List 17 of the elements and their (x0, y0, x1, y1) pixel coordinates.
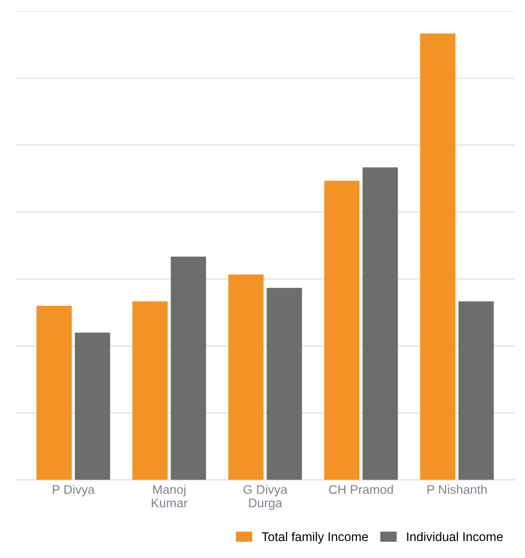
bar (420, 33, 456, 480)
legend-label: Total family Income (262, 532, 368, 544)
bar (266, 288, 302, 480)
x-tick-label: CH Pramod (329, 484, 393, 494)
x-tick-label: Manoj Kumar (152, 484, 188, 508)
bar (74, 332, 110, 480)
bar (228, 274, 264, 480)
bar (362, 167, 398, 480)
legend-label: Individual Income (407, 532, 503, 542)
bar (458, 301, 494, 480)
bar (132, 301, 168, 480)
x-tick-label: P Divya (52, 484, 95, 496)
bar (36, 306, 72, 480)
x-tick-label: P Nishanth (428, 484, 487, 494)
bar (324, 180, 360, 480)
bar (170, 256, 206, 480)
x-tick-label: G Divya Durga (244, 484, 288, 510)
